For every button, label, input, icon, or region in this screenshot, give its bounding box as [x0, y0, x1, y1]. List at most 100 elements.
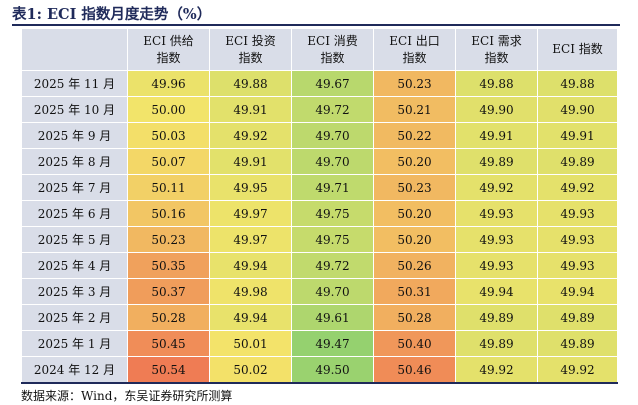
col-header-consumption: ECI 消费 指数: [291, 28, 374, 71]
value-cell: 49.90: [537, 96, 618, 123]
value-cell: 49.70: [291, 278, 374, 305]
value-cell: 49.50: [291, 356, 374, 384]
table-row: 2024 年 12 月 50.54 50.02 49.50 50.46 49.92 49.9…: [21, 356, 618, 384]
row-month-label: 2025 年 1 月: [21, 330, 128, 357]
value-cell: 49.89: [537, 148, 618, 175]
value-cell: 50.07: [127, 148, 210, 175]
value-cell: 49.47: [291, 330, 374, 357]
value-cell: 49.89: [537, 304, 618, 331]
value-cell: 49.93: [455, 200, 538, 227]
value-cell: 49.72: [291, 96, 374, 123]
value-cell: 50.20: [373, 226, 456, 253]
value-cell: 50.31: [373, 278, 456, 305]
value-cell: 50.03: [127, 122, 210, 149]
value-cell: 49.97: [209, 226, 292, 253]
value-cell: 50.11: [127, 174, 210, 201]
value-cell: 50.23: [373, 70, 456, 97]
value-cell: 49.93: [455, 226, 538, 253]
value-cell: 49.96: [127, 70, 210, 97]
row-month-label: 2025 年 8 月: [21, 148, 128, 175]
value-cell: 49.91: [455, 122, 538, 149]
col-header-supply: ECI 供给 指数: [127, 28, 210, 71]
value-cell: 50.37: [127, 278, 210, 305]
value-cell: 49.75: [291, 226, 374, 253]
value-cell: 50.20: [373, 148, 456, 175]
value-cell: 50.54: [127, 356, 210, 384]
value-cell: 50.23: [127, 226, 210, 253]
row-month-label: 2024 年 12 月: [21, 356, 128, 384]
table-row: 2025 年 1 月 50.45 50.01 49.47 50.40 49.89 49.89: [21, 330, 618, 357]
value-cell: 49.88: [455, 70, 538, 97]
table-row: 2025 年 9 月 50.03 49.92 49.70 50.22 49.91 49.91: [21, 122, 618, 149]
value-cell: 50.00: [127, 96, 210, 123]
value-cell: 50.35: [127, 252, 210, 279]
table-row: 2025 年 10 月 50.00 49.91 49.72 50.21 49.90 49.9…: [21, 96, 618, 123]
value-cell: 50.01: [209, 330, 292, 357]
value-cell: 50.46: [373, 356, 456, 384]
table-body: 2025 年 11 月 49.96 49.88 49.67 50.23 49.88 49.8…: [21, 70, 618, 384]
value-cell: 49.67: [291, 70, 374, 97]
value-cell: 49.93: [537, 252, 618, 279]
value-cell: 49.93: [455, 252, 538, 279]
table-row: 2025 年 5 月 50.23 49.97 49.75 50.20 49.93 49.93: [21, 226, 618, 253]
header-row: ECI 供给 指数 ECI 投资 指数 ECI 消费 指数 ECI 出口 指数 ECI …: [21, 28, 618, 71]
col-header-investment: ECI 投资 指数: [209, 28, 292, 71]
value-cell: 49.98: [209, 278, 292, 305]
value-cell: 50.22: [373, 122, 456, 149]
col-header-demand: ECI 需求 指数: [455, 28, 538, 71]
value-cell: 49.75: [291, 200, 374, 227]
value-cell: 49.92: [455, 174, 538, 201]
value-cell: 50.28: [127, 304, 210, 331]
row-month-label: 2025 年 3 月: [21, 278, 128, 305]
value-cell: 49.92: [209, 122, 292, 149]
value-cell: 49.91: [537, 122, 618, 149]
value-cell: 49.88: [209, 70, 292, 97]
col-header-eci: ECI 指数: [537, 28, 618, 71]
row-month-label: 2025 年 10 月: [21, 96, 128, 123]
table-row: 2025 年 3 月 50.37 49.98 49.70 50.31 49.94 49.94: [21, 278, 618, 305]
value-cell: 49.88: [537, 70, 618, 97]
value-cell: 49.94: [209, 304, 292, 331]
value-cell: 49.92: [455, 356, 538, 384]
value-cell: 49.93: [537, 200, 618, 227]
value-cell: 49.97: [209, 200, 292, 227]
table-title: 表1: ECI 指数月度走势（%）: [12, 6, 212, 23]
row-month-label: 2025 年 2 月: [21, 304, 128, 331]
value-cell: 50.28: [373, 304, 456, 331]
value-cell: 49.70: [291, 148, 374, 175]
col-header-export: ECI 出口 指数: [373, 28, 456, 71]
value-cell: 49.89: [537, 330, 618, 357]
row-month-label: 2025 年 5 月: [21, 226, 128, 253]
value-cell: 49.91: [209, 96, 292, 123]
value-cell: 50.40: [373, 330, 456, 357]
value-cell: 49.93: [537, 226, 618, 253]
value-cell: 49.90: [455, 96, 538, 123]
value-cell: 50.23: [373, 174, 456, 201]
value-cell: 49.91: [209, 148, 292, 175]
value-cell: 50.26: [373, 252, 456, 279]
value-cell: 49.71: [291, 174, 374, 201]
source-note: 数据来源：Wind，东吴证券研究所测算: [21, 389, 233, 403]
value-cell: 49.95: [209, 174, 292, 201]
value-cell: 49.72: [291, 252, 374, 279]
table-row: 2025 年 2 月 50.28 49.94 49.61 50.28 49.89 49.89: [21, 304, 618, 331]
value-cell: 49.70: [291, 122, 374, 149]
value-cell: 50.16: [127, 200, 210, 227]
value-cell: 49.94: [209, 252, 292, 279]
value-cell: 49.94: [537, 278, 618, 305]
eci-table: ECI 供给 指数 ECI 投资 指数 ECI 消费 指数 ECI 出口 指数 ECI …: [21, 28, 618, 384]
value-cell: 50.45: [127, 330, 210, 357]
row-month-label: 2025 年 11 月: [21, 70, 128, 97]
title-divider: [12, 24, 620, 26]
row-month-label: 2025 年 6 月: [21, 200, 128, 227]
table-row: 2025 年 4 月 50.35 49.94 49.72 50.26 49.93 49.93: [21, 252, 618, 279]
value-cell: 50.21: [373, 96, 456, 123]
header-corner: [21, 28, 128, 71]
value-cell: 49.89: [455, 148, 538, 175]
value-cell: 49.89: [455, 304, 538, 331]
value-cell: 49.89: [455, 330, 538, 357]
value-cell: 49.92: [537, 356, 618, 384]
row-month-label: 2025 年 4 月: [21, 252, 128, 279]
value-cell: 49.92: [537, 174, 618, 201]
table-row: 2025 年 7 月 50.11 49.95 49.71 50.23 49.92 49.92: [21, 174, 618, 201]
